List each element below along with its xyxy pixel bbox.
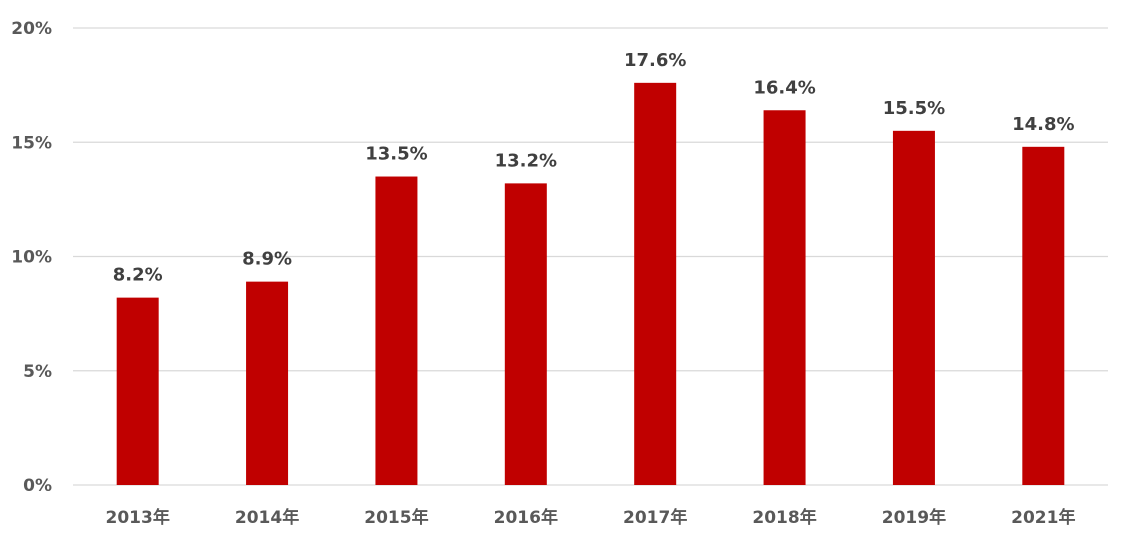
grid-layer — [73, 27, 1108, 486]
bar — [892, 130, 935, 485]
bar — [116, 297, 159, 485]
bar — [246, 281, 289, 485]
data-label: 14.8% — [1012, 114, 1074, 135]
bar-layer — [116, 82, 1065, 485]
x-tick-label: 2017年 — [623, 507, 687, 528]
x-tick-label: 2016年 — [494, 507, 558, 528]
bar — [1022, 146, 1065, 485]
data-label: 13.5% — [365, 144, 427, 165]
data-label: 13.2% — [495, 150, 557, 171]
y-tick-label: 10% — [11, 248, 52, 268]
y-axis: 0% 5% 10% 15% 20% — [11, 19, 52, 496]
x-tick-label: 2021年 — [1011, 507, 1075, 528]
data-label: 15.5% — [883, 98, 945, 119]
data-label: 8.2% — [113, 265, 163, 286]
y-tick-label: 20% — [11, 19, 52, 39]
x-axis: 2013年 2014年 2015年 2016年 2017年 2018年 2019年 2021年 — [106, 507, 1076, 528]
bar — [375, 176, 418, 485]
x-tick-label: 2014年 — [235, 507, 299, 528]
x-tick-label: 2015年 — [364, 507, 428, 528]
y-tick-label: 0% — [23, 476, 52, 496]
x-tick-label: 2013年 — [106, 507, 170, 528]
bar — [634, 82, 677, 485]
data-label: 17.6% — [624, 50, 686, 71]
y-tick-label: 5% — [23, 362, 52, 382]
bar — [763, 110, 806, 485]
label-layer: 8.2% 8.9% 13.5% 13.2% 17.6% 16.4% 15.5% 14.8% — [113, 50, 1075, 286]
y-tick-label: 15% — [11, 133, 52, 153]
data-label: 16.4% — [753, 77, 815, 98]
data-label: 8.9% — [242, 249, 292, 270]
x-tick-label: 2018年 — [752, 507, 816, 528]
bar — [504, 183, 547, 485]
x-tick-label: 2019年 — [882, 507, 946, 528]
